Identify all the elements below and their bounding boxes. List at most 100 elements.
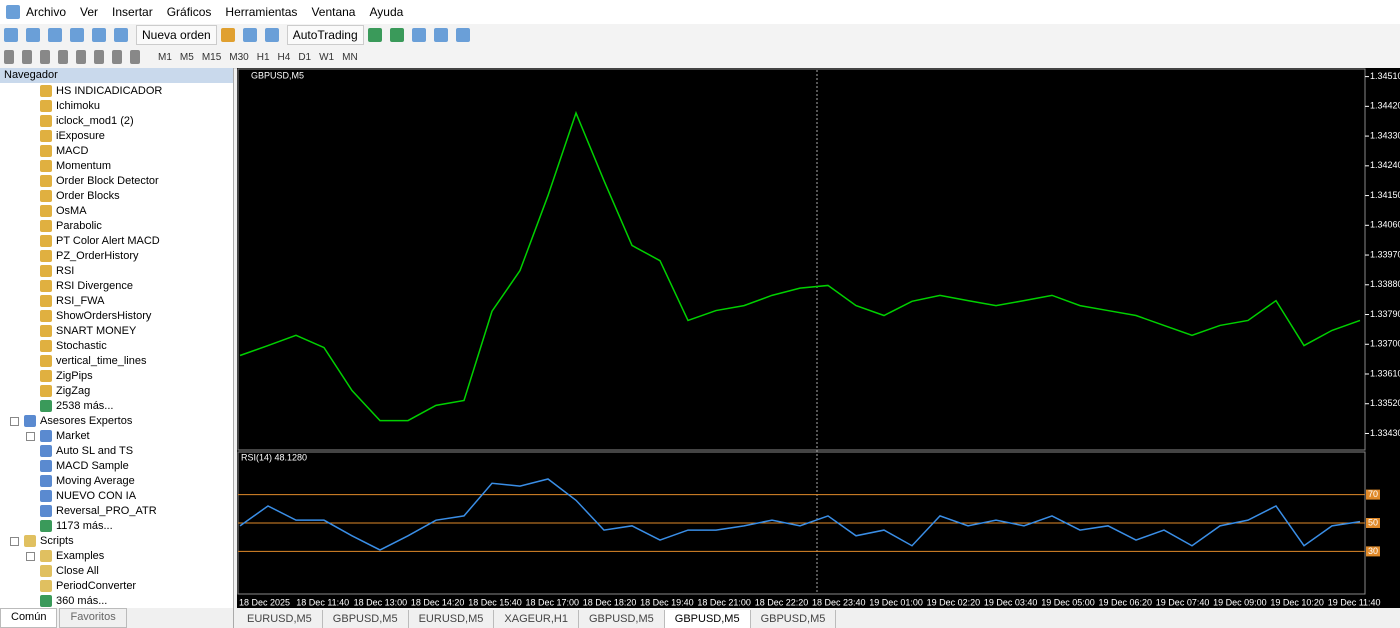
item-icon — [24, 415, 36, 427]
item-icon — [40, 400, 52, 412]
navigator-item[interactable]: vertical_time_lines — [56, 355, 147, 367]
timeframe-button[interactable]: W1 — [319, 51, 335, 63]
navigator-item[interactable]: Momentum — [56, 160, 112, 172]
autotrading-button[interactable]: AutoTrading — [286, 25, 364, 45]
item-icon — [40, 160, 52, 172]
navigator-item[interactable]: Parabolic — [56, 220, 102, 232]
icon — [58, 50, 68, 64]
y-tick-label: 1.34240 — [1370, 160, 1400, 170]
rsi-level-tag — [1366, 518, 1380, 528]
navigator-item[interactable]: RSI — [56, 265, 75, 277]
icon — [130, 50, 140, 64]
navigator-item[interactable]: 2538 más... — [56, 400, 114, 412]
item-icon — [40, 430, 52, 442]
icon — [455, 28, 470, 42]
navigator-item[interactable]: MACD — [56, 145, 89, 157]
chart-tab[interactable]: GBPUSD,M5 — [751, 610, 837, 628]
y-tick-label: 1.33880 — [1370, 279, 1400, 289]
x-tick-label: 18 Dec 19:40 — [640, 597, 694, 607]
menu-item[interactable]: Archivo — [26, 5, 67, 19]
navigator-item[interactable]: Order Block Detector — [56, 175, 159, 187]
navigator-item[interactable]: Reversal_PRO_ATR — [56, 505, 157, 517]
navigator-item[interactable]: OsMA — [56, 205, 87, 217]
navigator-item[interactable]: 1173 más... — [56, 520, 113, 532]
menu-bar: Archivo Ver Insertar Gráficos Herramientas Ve… — [0, 0, 1400, 24]
navigator-item[interactable]: Ichimoku — [56, 100, 101, 112]
item-icon — [40, 325, 52, 337]
menu-item[interactable]: Gráficos — [166, 5, 212, 19]
timeframe-button[interactable]: D1 — [298, 51, 312, 63]
x-tick-label: 19 Dec 09:00 — [1213, 597, 1267, 607]
navigator-item[interactable]: RSI Divergence — [56, 280, 134, 292]
timeframes: M1 M5 M15 M30 H1 H4 D1 W1 MN — [154, 52, 362, 63]
toolbar: Nueva orden AutoTrading — [0, 24, 1400, 47]
chart-tab[interactable]: EURUSD,M5 — [409, 610, 495, 628]
chart-tab[interactable]: GBPUSD,M5 — [579, 610, 665, 628]
navigator-item[interactable]: HS INDICADICADOR — [56, 85, 163, 97]
navigator-item[interactable]: ShowOrdersHistory — [56, 310, 152, 322]
timeframe-button[interactable]: MN — [342, 51, 358, 63]
expander — [10, 537, 19, 546]
navigator-item[interactable]: Market — [56, 430, 90, 442]
icon — [70, 28, 84, 42]
timeframe-button[interactable]: M15 — [201, 51, 222, 63]
y-tick-label: 1.34510 — [1370, 71, 1400, 81]
y-tick-label: 1.33700 — [1370, 339, 1400, 349]
menu-item[interactable]: Ventana — [311, 5, 356, 19]
navigator-item[interactable]: Stochastic — [56, 340, 107, 352]
new-order-button[interactable]: Nueva orden — [136, 25, 217, 45]
navigator-item[interactable]: MACD Sample — [56, 460, 129, 472]
chart-tab[interactable]: EURUSD,M5 — [237, 610, 323, 628]
menu-item[interactable]: Herramientas — [225, 5, 298, 19]
expander — [10, 417, 19, 426]
item-icon — [40, 85, 52, 97]
timeframe-button[interactable]: H4 — [277, 51, 291, 63]
item-icon — [40, 130, 52, 142]
navigator-item[interactable]: Auto SL and TS — [56, 445, 134, 457]
navigator-item[interactable]: 360 más... — [56, 595, 108, 607]
icon — [220, 28, 235, 42]
navigator-tab[interactable]: Favoritos — [59, 608, 127, 628]
x-tick-label: 18 Dec 21:00 — [697, 597, 751, 607]
navigator-item[interactable]: PT Color Alert MACD — [56, 235, 160, 247]
timeframe-button[interactable]: H1 — [256, 51, 270, 63]
navigator-item[interactable]: Close All — [56, 565, 99, 577]
icon — [48, 28, 62, 42]
chart-background — [237, 68, 1400, 608]
y-tick-label: 1.34150 — [1370, 190, 1400, 200]
navigator-item[interactable]: iExposure — [56, 130, 105, 142]
timeframe-button[interactable]: M1 — [158, 51, 172, 63]
chart-tab[interactable]: XAGEUR,H1 — [494, 610, 579, 628]
chart-tab[interactable]: GBPUSD,M5 — [323, 610, 409, 628]
navigator-item[interactable]: Order Blocks — [56, 190, 120, 202]
series-line — [239, 478, 1361, 551]
navigator-item[interactable]: Scripts — [40, 535, 74, 547]
menu-item[interactable]: Ayuda — [369, 5, 404, 19]
y-tick-label: 1.34330 — [1370, 130, 1400, 140]
menu-item[interactable]: Insertar — [112, 5, 153, 19]
item-icon — [40, 235, 52, 247]
x-tick-label: 18 Dec 2025 — [239, 597, 290, 607]
item-icon — [40, 295, 52, 307]
x-tick-label: 18 Dec 22:20 — [755, 597, 809, 607]
timeframe-button[interactable]: M30 — [229, 51, 249, 63]
navigator-item[interactable]: RSI_FWA — [56, 295, 105, 307]
navigator-item[interactable]: Asesores Expertos — [40, 415, 133, 427]
icon — [4, 28, 18, 42]
x-tick-label: 19 Dec 10:20 — [1270, 597, 1324, 607]
navigator-item[interactable]: Moving Average — [56, 475, 135, 487]
navigator-item[interactable]: PZ_OrderHistory — [56, 250, 139, 262]
menu-item[interactable]: Ver — [80, 5, 99, 19]
navigator-item[interactable]: SNART MONEY — [56, 325, 137, 337]
navigator-item[interactable]: PeriodConverter — [56, 580, 137, 592]
timeframe-button[interactable]: M5 — [179, 51, 194, 63]
navigator-item[interactable]: ZigPips — [56, 370, 93, 382]
x-tick-label: 19 Dec 05:00 — [1041, 597, 1095, 607]
navigator-item[interactable]: ZigZag — [56, 385, 91, 397]
chart-tab[interactable]: GBPUSD,M5 — [664, 610, 751, 628]
navigator-tab[interactable]: Común — [0, 608, 58, 628]
navigator-item[interactable]: NUEVO CON IA — [56, 490, 137, 502]
navigator-item[interactable]: Examples — [56, 550, 105, 562]
navigator-item[interactable]: iclock_mod1 (2) — [56, 115, 134, 127]
